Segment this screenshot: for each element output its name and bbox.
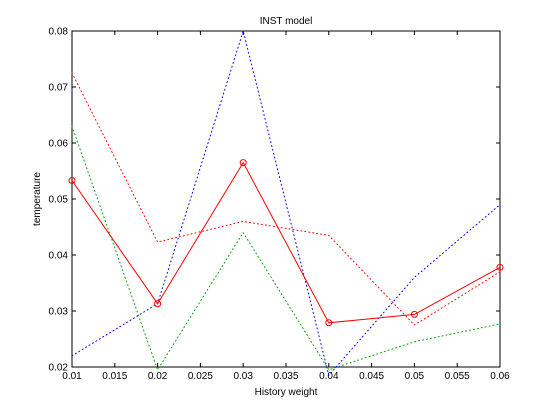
y-tick-label: 0.03: [49, 307, 69, 318]
y-tick-label: 0.04: [49, 251, 69, 262]
y-axis-label: temperature: [32, 172, 43, 226]
data-point-marker: [496, 263, 504, 271]
x-tick-label: 0.04: [319, 371, 339, 382]
data-point-marker: [410, 310, 418, 318]
y-tick-label: 0.05: [49, 195, 69, 206]
x-tick-label: 0.035: [273, 371, 298, 382]
series-line-1: [71, 72, 501, 326]
x-axis-label: History weight: [255, 387, 318, 398]
series-lines: [68, 29, 504, 377]
series-line-0: [71, 161, 501, 324]
axis-ticks: 0.01 0.015 0.02 0.025 0.03 0.035 0.04 0.045 0.05…: [49, 27, 511, 383]
plot-area: [71, 30, 501, 368]
data-point-marker: [154, 300, 162, 308]
y-tick-label: 0.07: [49, 83, 69, 94]
y-tick-label: 0.02: [49, 363, 69, 374]
series-line-3: [71, 29, 501, 377]
series-line-2: [71, 125, 501, 371]
x-tick-label: 0.015: [102, 371, 127, 382]
x-tick-label: 0.02: [148, 371, 168, 382]
y-tick-label: 0.08: [49, 27, 69, 38]
y-tick-label: 0.06: [49, 139, 69, 150]
chart-title: INST model: [260, 16, 313, 27]
x-tick-label: 0.025: [188, 371, 213, 382]
data-point-marker: [239, 159, 247, 167]
data-point-marker: [68, 177, 76, 185]
x-tick-label: 0.055: [445, 371, 470, 382]
data-point-marker: [325, 319, 333, 327]
x-tick-label: 0.05: [405, 371, 425, 382]
x-tick-label: 0.045: [359, 371, 384, 382]
x-tick-label: 0.01: [62, 371, 82, 382]
x-tick-label: 0.06: [490, 371, 510, 382]
x-tick-label: 0.03: [233, 371, 253, 382]
